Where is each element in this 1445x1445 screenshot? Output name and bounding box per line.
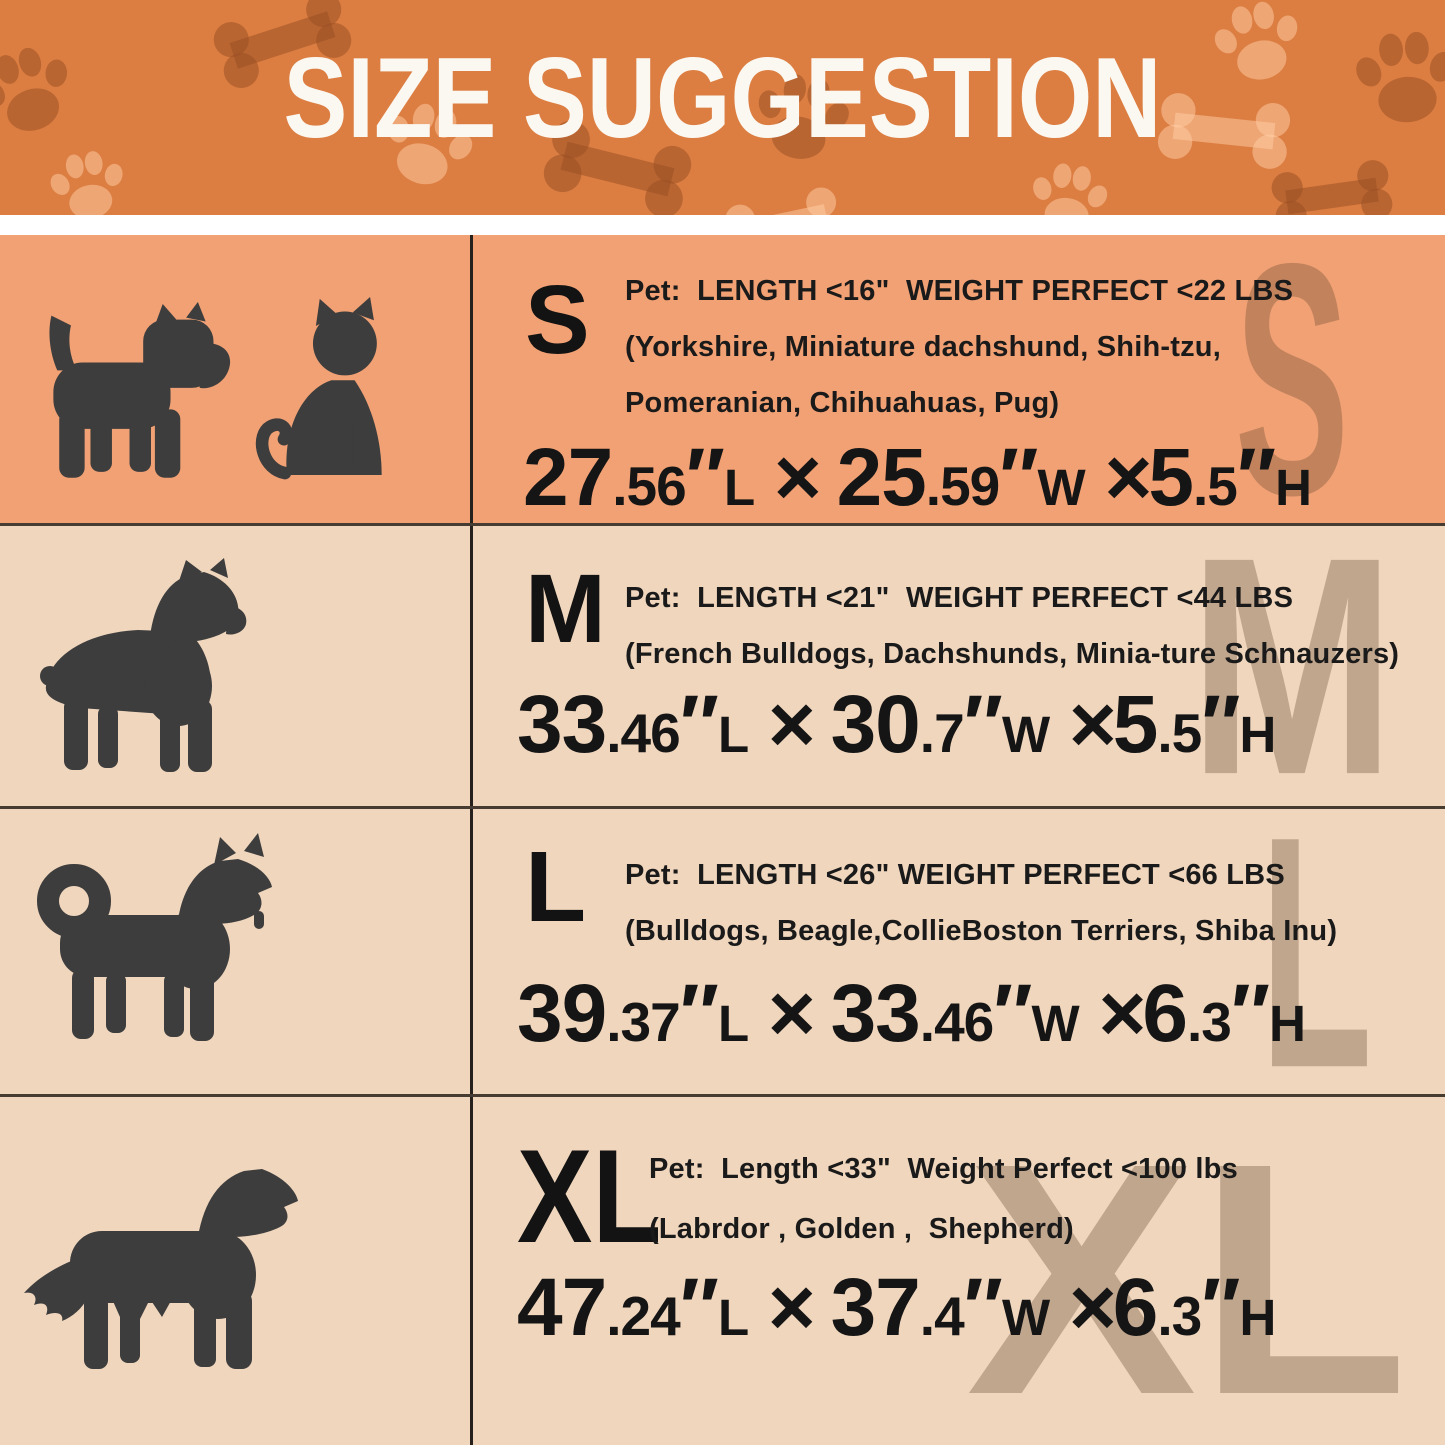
breeds-line: Pomeranian, Chihuahuas, Pug) [625,387,1060,419]
size-info-cell: L L Pet: LENGTH <26" WEIGHT PERFECT <66 … [473,809,1445,1094]
boston-terrier-silhouette [40,558,247,772]
watermark-letter: XL [966,1094,1409,1445]
pet-fit-line: Pet: Length <33" Weight Perfect <100 lbs [649,1153,1238,1185]
paw-icon [0,29,89,152]
bed-dimensions: 39.37″L × 33.46″W ×6.3″H [517,968,1306,1059]
breeds-line: (French Bulldogs, Dachshunds, Minia-ture… [625,638,1400,670]
paw-icon [1023,153,1116,215]
golden-retriever-silhouette [24,1169,298,1369]
pet-fit-line: Pet: LENGTH <21" WEIGHT PERFECT <44 LBS [625,582,1294,614]
size-text-block: Pet: LENGTH <21" WEIGHT PERFECT <44 LBS … [625,526,1445,682]
size-row-l: L L Pet: LENGTH <26" WEIGHT PERFECT <66 … [0,806,1445,1094]
shiba-inu-silhouette [37,833,272,1041]
size-letter: S [525,265,590,374]
west-highland-terrier-silhouette [49,302,231,479]
watermark-letter: S [1234,235,1349,523]
pet-silhouette-cell [0,235,473,523]
header-gap [0,215,1445,235]
sitting-cat-silhouette [255,297,382,480]
pet-fit-line: Pet: LENGTH <16" WEIGHT PERFECT <22 LBS [625,275,1294,307]
breeds-line: (Labrdor , Golden , Shepherd) [649,1213,1074,1245]
size-info-cell: XL XL Pet: Length <33" Weight Perfect <1… [473,1097,1445,1445]
pet-silhouette-cell [0,1097,473,1445]
size-row-m: M M Pet: LENGTH <21" WEIGHT PERFECT <44 … [0,523,1445,806]
bed-dimensions: 33.46″L × 30.7″W ×5.5″H [517,679,1277,770]
size-info-cell: S S Pet: LENGTH <16" WEIGHT PERFECT <22 … [473,235,1445,523]
watermark-letter: L [1260,806,1373,1094]
bone-icon [1268,154,1396,215]
pet-fit-line: Pet: LENGTH <26" WEIGHT PERFECT <66 LBS [625,859,1285,891]
pet-silhouette-cell [0,526,473,806]
page-title: SIZE SUGGESTION [283,35,1162,162]
watermark-letter: M [1188,523,1395,806]
breeds-line: (Bulldogs, Beagle,CollieBoston Terriers,… [625,915,1338,947]
pet-silhouette-cell [0,809,473,1094]
size-text-block: Pet: LENGTH <26" WEIGHT PERFECT <66 LBS … [625,809,1445,959]
size-letter: XL [517,1123,662,1271]
paw-icon [1348,20,1445,135]
size-info-cell: M M Pet: LENGTH <21" WEIGHT PERFECT <44 … [473,526,1445,806]
bed-dimensions: 27.56″L × 25.59″W ×5.5″H [523,432,1312,523]
breeds-line: (Yorkshire, Miniature dachshund, Shih-tz… [625,331,1221,363]
size-letter: L [525,831,587,943]
size-text-block: Pet: LENGTH <16" WEIGHT PERFECT <22 LBS … [625,235,1445,431]
bed-dimensions: 47.24″L × 37.4″W ×6.3″H [517,1262,1277,1353]
size-text-block: Pet: Length <33" Weight Perfect <100 lbs… [649,1097,1445,1259]
size-letter: M [525,554,606,663]
header-banner: SIZE SUGGESTION [0,0,1445,215]
size-row-s: S S Pet: LENGTH <16" WEIGHT PERFECT <22 … [0,235,1445,523]
size-row-xl: XL XL Pet: Length <33" Weight Perfect <1… [0,1094,1445,1445]
bone-icon [720,181,846,215]
